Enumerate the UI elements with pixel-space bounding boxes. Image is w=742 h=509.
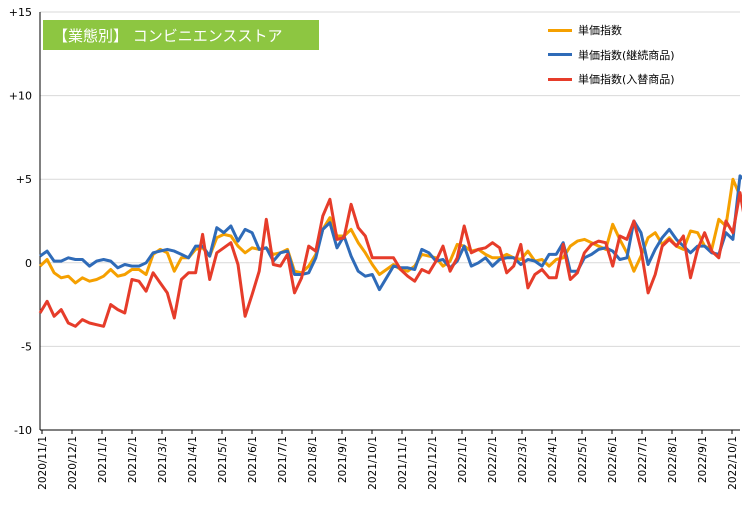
chart-title-text: 【業態別】 コンビニエンスストア xyxy=(53,26,283,45)
x-tick-label: 2021/12/1 xyxy=(427,436,439,490)
x-tick-label: 2021/7/1 xyxy=(277,436,289,483)
y-tick-label: -5 xyxy=(21,340,32,353)
x-tick-label: 2021/5/1 xyxy=(217,436,229,483)
x-tick-label: 2021/8/1 xyxy=(307,436,319,483)
x-tick-label: 2022/4/1 xyxy=(547,436,559,483)
y-tick-label: 0 xyxy=(25,257,32,270)
x-tick-label: 2021/11/1 xyxy=(397,436,409,490)
x-tick-label: 2022/1/1 xyxy=(457,436,469,483)
x-tick-label: 2022/8/1 xyxy=(667,436,679,483)
y-tick-label: +5 xyxy=(16,173,32,186)
x-tick-label: 2020/11/1 xyxy=(37,436,49,490)
x-tick-label: 2020/12/1 xyxy=(67,436,79,490)
legend-label: 単価指数(入替商品) xyxy=(578,73,675,87)
legend-swatch xyxy=(548,53,572,57)
x-tick-label: 2021/4/1 xyxy=(187,436,199,483)
x-tick-labels: 2020/11/1 2020/12/1 2021/1/1 2021/2/1 2021/3… xyxy=(37,430,739,490)
x-tick-label: 2021/2/1 xyxy=(127,436,139,483)
x-tick-label: 2022/6/1 xyxy=(607,436,619,483)
series-line-3 xyxy=(38,191,742,328)
x-tick-label: 2022/9/1 xyxy=(697,436,709,483)
x-tick-label: 2022/10/1 xyxy=(727,436,739,490)
series-line-2 xyxy=(39,174,742,292)
legend-item-1: 単価指数 xyxy=(548,18,675,43)
x-tick-label: 2021/10/1 xyxy=(367,436,379,490)
y-tick-label: +10 xyxy=(9,90,32,103)
legend-item-3: 単価指数(入替商品) xyxy=(548,67,675,92)
x-tick-label: 2021/3/1 xyxy=(157,436,169,483)
legend-swatch xyxy=(548,77,572,81)
legend-label: 単価指数 xyxy=(578,24,622,38)
x-tick-label: 2022/7/1 xyxy=(637,436,649,483)
x-tick-label: 2021/1/1 xyxy=(97,436,109,483)
x-tick-label: 2021/9/1 xyxy=(337,436,349,483)
y-tick-labels: +15 +10 +5 0 -5 -10 xyxy=(9,6,32,437)
series-lines xyxy=(38,174,742,328)
x-tick-label: 2022/2/1 xyxy=(487,436,499,483)
x-tick-label: 2022/5/1 xyxy=(577,436,589,483)
axes xyxy=(39,12,740,431)
legend-label: 単価指数(継続商品) xyxy=(578,48,675,62)
legend-item-2: 単価指数(継続商品) xyxy=(548,43,675,68)
legend: 単価指数単価指数(継続商品) 単価指数(入替商品) xyxy=(548,18,675,92)
y-tick-label: -10 xyxy=(14,424,32,437)
chart-title-badge: 【業態別】 コンビニエンスストア xyxy=(43,20,319,50)
x-tick-label: 2021/6/1 xyxy=(247,436,259,483)
legend-swatch xyxy=(548,28,572,32)
y-tick-label: +15 xyxy=(9,6,32,19)
x-tick-label: 2022/3/1 xyxy=(517,436,529,483)
